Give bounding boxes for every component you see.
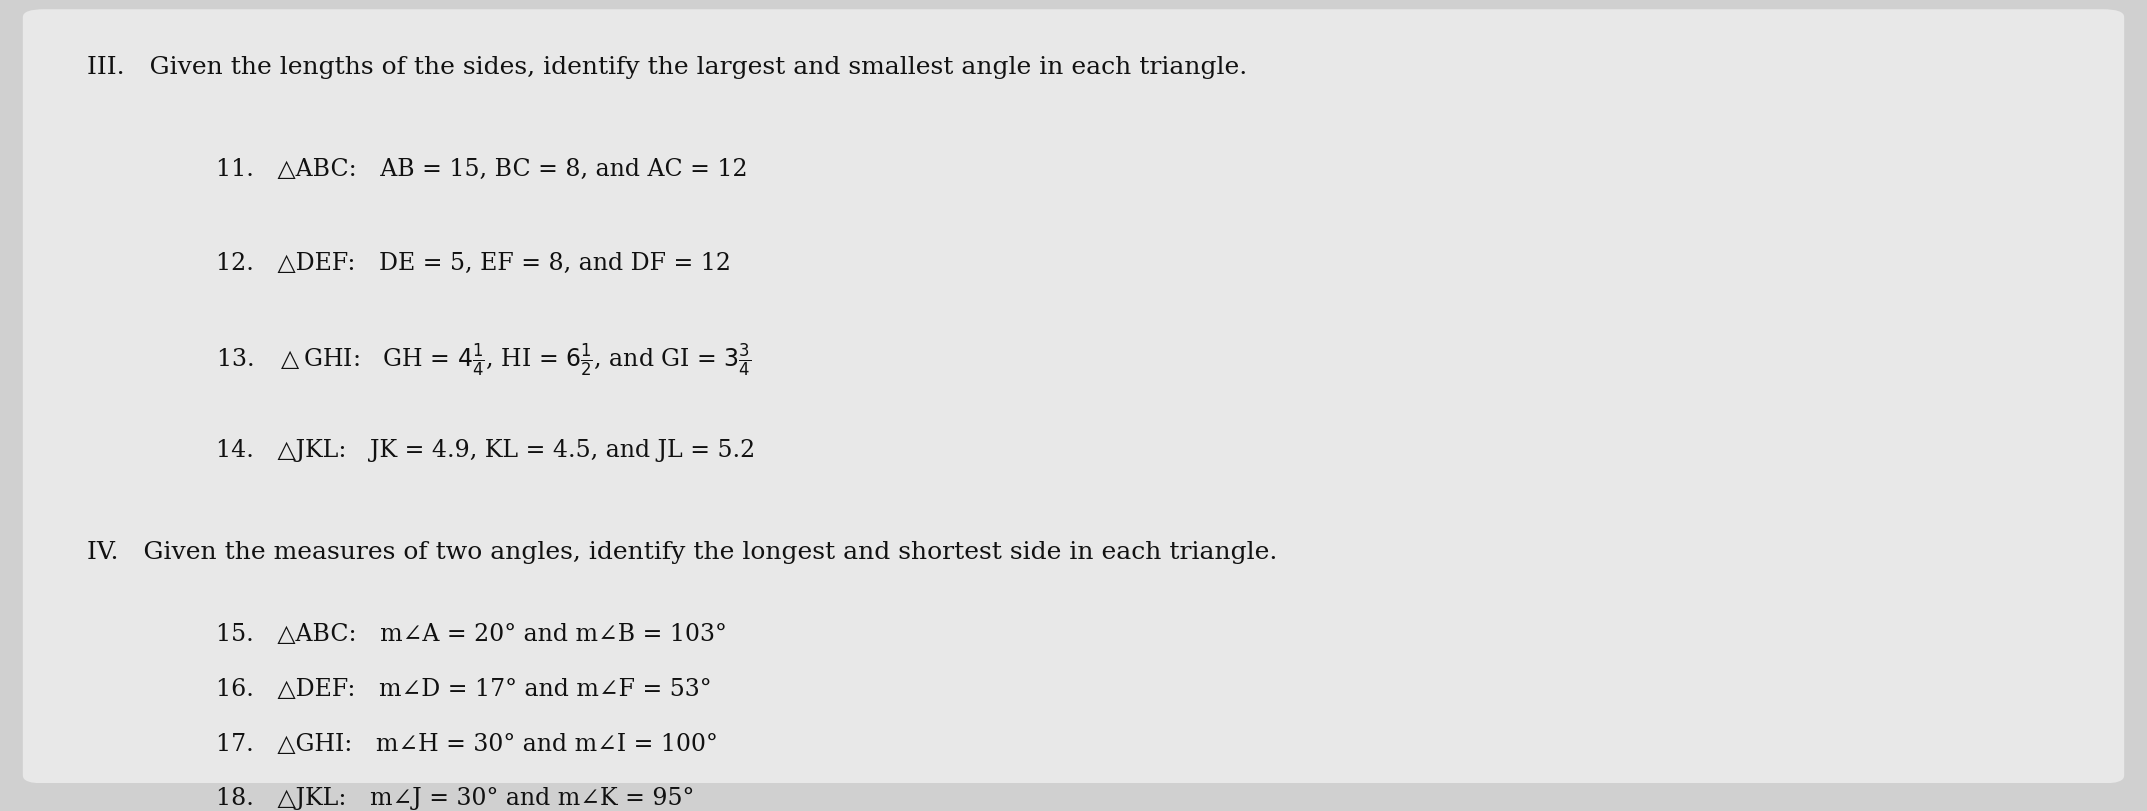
Text: III. Given the lengths of the sides, identify the largest and smallest angle in : III. Given the lengths of the sides, ide…: [88, 56, 1247, 79]
Text: 17. △GHI: m∠H = 30° and m∠I = 100°: 17. △GHI: m∠H = 30° and m∠I = 100°: [217, 732, 717, 756]
Text: 18. △JKL: m∠J = 30° and m∠K = 95°: 18. △JKL: m∠J = 30° and m∠K = 95°: [217, 787, 693, 810]
Text: 16. △DEF: m∠D = 17° and m∠F = 53°: 16. △DEF: m∠D = 17° and m∠F = 53°: [217, 678, 711, 701]
FancyBboxPatch shape: [24, 9, 2123, 783]
Text: 14. △JKL: JK = 4.9, KL = 4.5, and JL = 5.2: 14. △JKL: JK = 4.9, KL = 4.5, and JL = 5…: [217, 440, 756, 462]
Text: 13.   $\triangle$GHI:   GH = $4\frac{1}{4}$, HI = $6\frac{1}{2}$, and GI = $3\fr: 13. $\triangle$GHI: GH = $4\frac{1}{4}$,…: [217, 341, 751, 379]
Text: IV. Given the measures of two angles, identify the longest and shortest side in : IV. Given the measures of two angles, id…: [88, 541, 1277, 564]
Text: 12. △DEF: DE = 5, EF = 8, and DF = 12: 12. △DEF: DE = 5, EF = 8, and DF = 12: [217, 251, 730, 275]
Text: 11. △ABC: AB = 15, BC = 8, and AC = 12: 11. △ABC: AB = 15, BC = 8, and AC = 12: [217, 158, 747, 181]
Text: 15. △ABC: m∠A = 20° and m∠B = 103°: 15. △ABC: m∠A = 20° and m∠B = 103°: [217, 623, 726, 646]
